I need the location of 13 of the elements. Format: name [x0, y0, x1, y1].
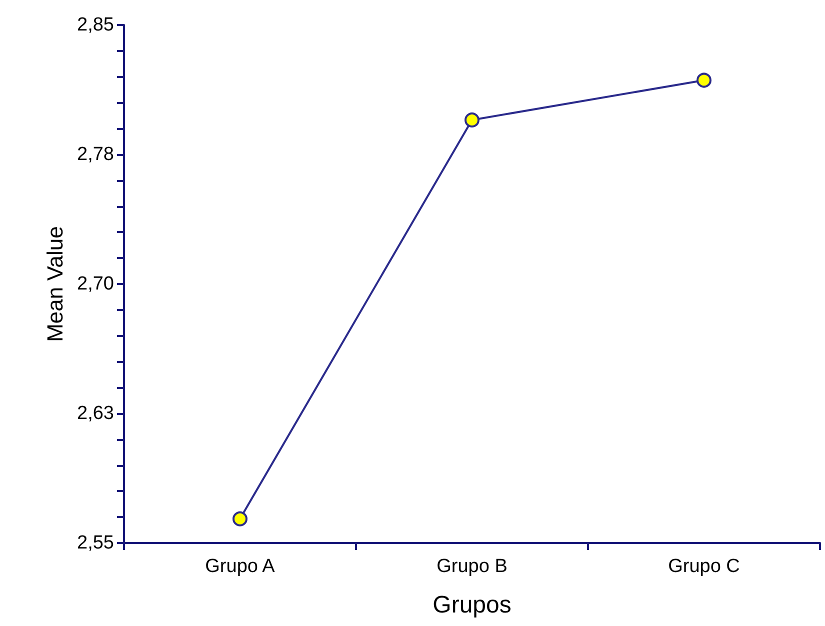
- point: [232, 511, 248, 526]
- y-tick-label: 2,70: [77, 274, 114, 294]
- point: [464, 112, 480, 128]
- y-axis-title: Mean Value: [42, 226, 68, 342]
- y-tick-label: 2,63: [77, 403, 114, 424]
- point: [696, 72, 712, 88]
- y-tick-label: 2,78: [77, 144, 114, 165]
- x-tick-label: Grupo C: [668, 556, 740, 577]
- x-tick-label: Grupo A: [205, 556, 276, 577]
- x-tick-label: Grupo B: [436, 556, 508, 577]
- y-tick-label: 2,85: [77, 14, 114, 36]
- y-tick-label: 2,55: [77, 532, 114, 554]
- x-axis-title: Grupos: [432, 592, 512, 618]
